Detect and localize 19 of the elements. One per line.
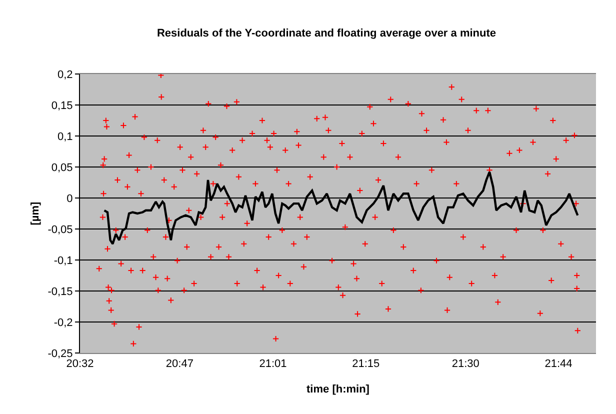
x-tick-label: 21:44 — [544, 358, 572, 370]
chart-title: Residuals of the Y-coordinate and floating average over a minute — [156, 28, 496, 40]
y-tick-label: 0,1 — [58, 130, 73, 143]
y-tick-label: -0,25 — [48, 348, 73, 360]
y-tick-label: 0,2 — [58, 68, 73, 81]
y-tick-label: -0,2 — [54, 316, 73, 329]
y-tick-label: -0,05 — [48, 224, 73, 236]
x-axis-title: time [h:min] — [306, 383, 370, 396]
x-tick-label: 21:30 — [452, 358, 480, 370]
y-tick-label: 0,05 — [51, 162, 73, 174]
y-axis-title: [µm] — [29, 201, 42, 226]
x-tick-label: 21:15 — [352, 358, 380, 370]
x-tick-label: 20:32 — [66, 358, 94, 370]
x-tick-label: 20:47 — [166, 358, 194, 370]
y-tick-label: 0,15 — [51, 100, 73, 112]
x-tick-label: 21:01 — [259, 358, 287, 370]
y-tick-label: -0,1 — [54, 254, 73, 267]
y-tick-label: -0,15 — [48, 286, 73, 298]
y-tick-label: 0 — [66, 192, 73, 205]
